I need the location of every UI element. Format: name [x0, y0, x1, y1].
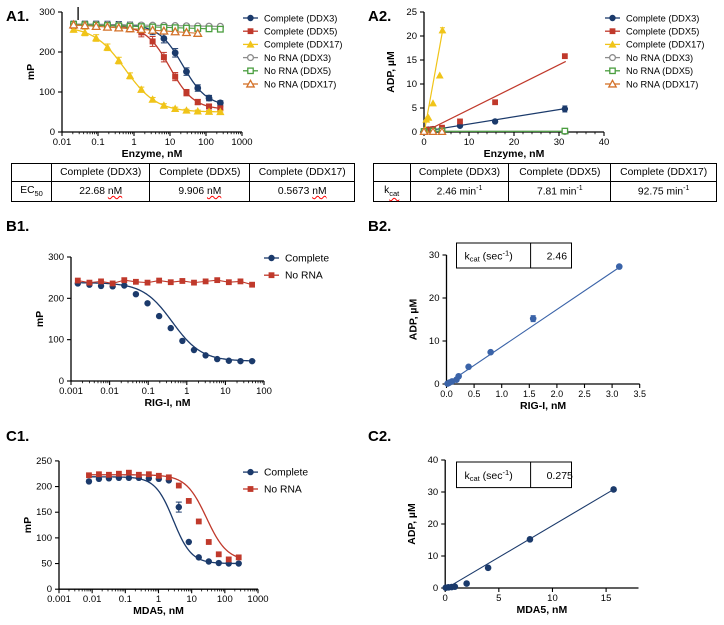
svg-text:0.0: 0.0 [440, 389, 453, 399]
svg-text:15: 15 [601, 593, 612, 604]
svg-text:0.01: 0.01 [100, 386, 119, 397]
svg-text:10: 10 [186, 594, 197, 605]
svg-text:No RNA (DDX17): No RNA (DDX17) [626, 79, 698, 89]
svg-text:0.1: 0.1 [119, 594, 132, 605]
svg-text:3.0: 3.0 [606, 389, 619, 399]
svg-text:40: 40 [428, 455, 439, 466]
svg-text:1: 1 [131, 137, 136, 148]
svg-text:200: 200 [39, 47, 55, 58]
svg-text:10: 10 [406, 79, 417, 90]
svg-text:Enzyme, nM: Enzyme, nM [484, 148, 545, 160]
svg-text:No RNA: No RNA [285, 271, 323, 282]
svg-text:30: 30 [428, 487, 439, 498]
svg-text:1: 1 [156, 594, 161, 605]
svg-text:10: 10 [547, 593, 558, 604]
svg-text:20: 20 [406, 31, 417, 42]
svg-text:RIG-I, nM: RIG-I, nM [520, 400, 566, 412]
svg-text:100: 100 [48, 335, 64, 346]
svg-text:0: 0 [443, 593, 448, 604]
svg-text:Complete: Complete [264, 467, 308, 478]
svg-text:250: 250 [36, 456, 52, 467]
svg-text:10: 10 [220, 386, 231, 397]
svg-text:1: 1 [184, 386, 189, 397]
svg-text:3.5: 3.5 [633, 389, 646, 399]
svg-text:0: 0 [434, 379, 439, 390]
svg-text:25: 25 [406, 7, 417, 18]
svg-text:Complete (DDX5): Complete (DDX5) [264, 27, 337, 37]
svg-text:30: 30 [429, 250, 440, 261]
svg-text:mP: mP [25, 64, 37, 80]
svg-text:150: 150 [36, 507, 52, 518]
svg-text:Complete (DDX3): Complete (DDX3) [264, 13, 337, 23]
svg-text:Enzyme, nM: Enzyme, nM [122, 148, 183, 160]
svg-text:ADP, µM: ADP, µM [408, 299, 420, 341]
svg-text:2.0: 2.0 [551, 389, 564, 399]
svg-text:Complete (DDX17): Complete (DDX17) [264, 40, 343, 50]
svg-text:No RNA (DDX17): No RNA (DDX17) [264, 79, 336, 89]
svg-text:100: 100 [36, 533, 52, 544]
svg-text:1.0: 1.0 [495, 389, 508, 399]
svg-text:40: 40 [599, 137, 610, 148]
svg-text:20: 20 [429, 293, 440, 304]
svg-text:5: 5 [496, 593, 501, 604]
svg-text:1.5: 1.5 [523, 389, 536, 399]
svg-text:Complete (DDX3): Complete (DDX3) [626, 13, 699, 23]
svg-text:mP: mP [22, 517, 34, 533]
svg-text:0: 0 [433, 583, 438, 594]
svg-text:0.275: 0.275 [547, 470, 573, 482]
svg-text:RIG-I, nM: RIG-I, nM [144, 397, 190, 409]
svg-text:No RNA (DDX5): No RNA (DDX5) [264, 66, 331, 76]
svg-text:100: 100 [198, 137, 214, 148]
svg-text:0: 0 [421, 137, 426, 148]
svg-text:0.5: 0.5 [468, 389, 481, 399]
svg-text:ADP, µM: ADP, µM [385, 51, 397, 93]
svg-text:0.001: 0.001 [59, 386, 83, 397]
svg-text:0: 0 [412, 127, 417, 138]
svg-text:30: 30 [554, 137, 565, 148]
svg-text:No RNA (DDX5): No RNA (DDX5) [626, 66, 693, 76]
svg-text:Complete (DDX17): Complete (DDX17) [626, 40, 705, 50]
svg-text:10: 10 [165, 137, 176, 148]
svg-text:ADP, µM: ADP, µM [406, 503, 418, 545]
svg-text:1000: 1000 [231, 137, 252, 148]
svg-text:10: 10 [428, 551, 439, 562]
svg-text:No RNA (DDX3): No RNA (DDX3) [264, 53, 331, 63]
svg-text:5: 5 [412, 103, 417, 114]
svg-text:0.01: 0.01 [53, 137, 72, 148]
svg-text:300: 300 [39, 7, 55, 18]
svg-text:200: 200 [36, 482, 52, 493]
svg-text:200: 200 [48, 293, 64, 304]
svg-text:10: 10 [464, 137, 475, 148]
svg-text:15: 15 [406, 55, 417, 66]
svg-text:Complete (DDX5): Complete (DDX5) [626, 27, 699, 37]
svg-text:0.001: 0.001 [47, 594, 71, 605]
svg-text:1000: 1000 [247, 594, 268, 605]
svg-text:0.01: 0.01 [83, 594, 102, 605]
svg-text:mP: mP [34, 311, 46, 327]
svg-text:No RNA: No RNA [264, 484, 302, 495]
svg-text:Complete: Complete [285, 253, 329, 264]
svg-text:100: 100 [39, 87, 55, 98]
svg-text:10: 10 [429, 336, 440, 347]
svg-text:MDA5, nM: MDA5, nM [133, 605, 184, 617]
svg-text:2.46: 2.46 [547, 251, 568, 263]
svg-text:20: 20 [509, 137, 520, 148]
svg-text:2.5: 2.5 [578, 389, 591, 399]
svg-text:0.1: 0.1 [91, 137, 104, 148]
svg-text:No RNA (DDX3): No RNA (DDX3) [626, 53, 693, 63]
svg-text:300: 300 [48, 252, 64, 263]
svg-text:MDA5, nM: MDA5, nM [516, 604, 567, 616]
svg-text:100: 100 [256, 386, 272, 397]
svg-text:20: 20 [428, 519, 439, 530]
svg-text:100: 100 [217, 594, 233, 605]
svg-text:50: 50 [41, 559, 52, 570]
svg-text:0.1: 0.1 [142, 386, 155, 397]
